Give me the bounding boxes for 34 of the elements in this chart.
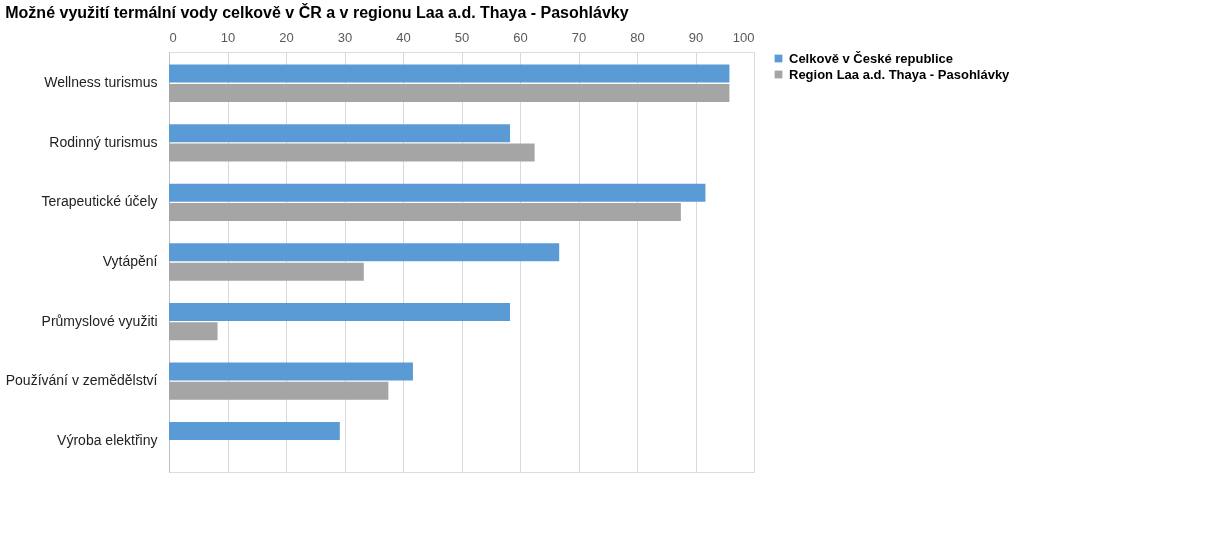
y-tick-label: Wellness turismus [44,74,158,91]
bar [169,362,413,381]
x-tick-label: 60 [513,29,528,45]
x-tick-label: 50 [454,29,470,45]
y-tick-label: Používání v zemědělství [5,372,158,389]
y-tick-label: Rodinný turismus [49,133,158,150]
bar [169,322,218,341]
bar [169,64,730,83]
bar [169,124,511,143]
x-tick-label: 10 [220,29,236,45]
x-tick-label: 40 [396,29,411,45]
chart-title: Možné využití termální vody celkově v ČR a v regionu Laa a.d. Thaya - Pasohlávky [5,3,629,21]
bar [169,83,730,102]
bar [169,262,364,281]
x-tick-label: 100 [732,29,755,45]
bar [169,243,560,262]
y-tick-label: Terapeutické účely [41,193,158,210]
y-tick-label: Průmyslové využiti [41,312,158,329]
bar [169,381,389,400]
y-tick-label: Vytápění [102,253,158,269]
legend-label: Region Laa a.d. Thaya - Pasohlávky [789,66,1011,82]
x-tick-label: 0 [169,29,177,45]
x-tick-label: 80 [630,29,645,45]
bar [169,143,535,162]
y-tick-label: Výroba elektřiny [57,431,158,448]
bar [169,302,511,321]
bar [169,203,681,222]
legend-label: Celkově v České republice [789,50,954,66]
x-tick-label: 70 [571,29,587,45]
bar [169,183,706,202]
x-tick-label: 90 [688,29,704,45]
x-tick-label: 30 [337,29,353,45]
bar [169,422,340,441]
x-tick-label: 20 [279,29,294,45]
